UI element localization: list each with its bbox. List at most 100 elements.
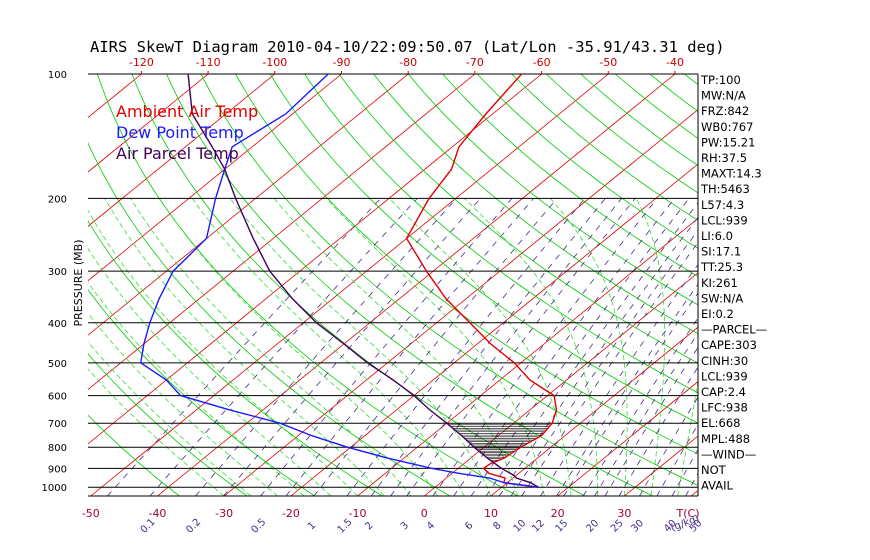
y-axis-label: PRESSURE (MB) — [72, 240, 85, 327]
moist-adiabat-line — [88, 312, 278, 496]
index-value: MW:N/A — [701, 89, 746, 103]
mixing-ratio-line — [737, 198, 870, 496]
top-temp-tick-label: -70 — [466, 56, 484, 69]
dry-adiabat-line — [580, 74, 698, 166]
mixing-ratio-line — [498, 216, 698, 496]
bottom-temp-tick-label: 20 — [551, 507, 565, 520]
pressure-tick-label: 300 — [48, 267, 67, 278]
isotherm-line — [88, 74, 276, 227]
profile-series — [139, 74, 558, 488]
index-value: TT:25.3 — [700, 260, 743, 274]
mixing-ratio-tick-label: 0.2 — [184, 517, 203, 536]
index-value: LI:6.0 — [701, 229, 733, 243]
moist-adiabat-line — [88, 248, 332, 496]
legend: Ambient Air Temp Dew Point Temp Air Parc… — [116, 102, 258, 163]
index-value: TH:5463 — [700, 182, 750, 196]
dry-adiabat-line — [88, 289, 315, 496]
dry-adiabat-line — [88, 414, 180, 496]
moist-adiabat-line — [636, 198, 666, 496]
top-temp-tick-label: -40 — [666, 56, 684, 69]
mixing-ratio-tick-label: 6 — [463, 520, 475, 532]
top-temp-tick-label: -60 — [533, 56, 551, 69]
top-temp-tick-label: -50 — [599, 56, 617, 69]
index-value: AVAIL — [701, 479, 734, 493]
index-value: LFC:938 — [701, 401, 748, 415]
index-value: PW:15.21 — [701, 135, 755, 149]
isotherm-line — [88, 74, 342, 282]
isobar-lines — [88, 73, 698, 488]
bottom-temp-tick-label: -50 — [82, 507, 100, 520]
index-value: LCL:939 — [701, 369, 748, 383]
isotherm-line — [290, 163, 698, 496]
index-value: KI:261 — [701, 276, 738, 290]
pressure-tick-label: 500 — [48, 359, 67, 370]
dry-adiabat-line — [304, 74, 698, 394]
series-line-dew-point-temp — [139, 74, 539, 488]
pressure-tick-label: 200 — [48, 194, 67, 205]
top-temp-tick-label: -120 — [129, 56, 154, 69]
mixing-ratio-tick-label: 30 — [629, 518, 646, 535]
chart-title: AIRS SkewT Diagram 2010-04-10/22:09:50.0… — [90, 38, 725, 56]
bottom-temp-tick-label: 0 — [421, 507, 428, 520]
dry-adiabat-line — [166, 74, 653, 496]
mixing-ratio-tick-label: 12 — [530, 518, 547, 535]
mixing-ratio-tick-label: 0.5 — [249, 517, 268, 536]
dry-adiabat-line — [269, 74, 698, 424]
index-value: L57:4.3 — [701, 198, 744, 212]
index-value: —WIND— — [701, 447, 756, 461]
legend-ambient-air-temp: Ambient Air Temp — [116, 102, 258, 121]
dry-adiabat-line — [88, 142, 451, 496]
mixing-ratio-tick-label: 2 — [363, 520, 375, 532]
moist-adiabat-line — [88, 341, 252, 496]
mixing-ratio-line — [313, 198, 558, 496]
moist-adiabat-line — [88, 209, 358, 496]
isotherm-line — [490, 326, 698, 496]
dry-adiabat-line — [442, 74, 698, 277]
pressure-tick-label: 400 — [48, 319, 67, 330]
dry-adiabat-line — [235, 74, 698, 455]
dry-adiabat-line — [407, 74, 698, 306]
moist-adiabat-line — [104, 198, 385, 496]
mixing-ratio-tick-label: 3 — [399, 520, 411, 532]
moist-adiabat-line — [88, 281, 305, 496]
index-value: WB0:767 — [701, 120, 753, 134]
mixing-ratio-line — [390, 198, 623, 496]
pressure-tick-label: 800 — [48, 443, 67, 454]
isotherm-line — [157, 74, 676, 496]
background-grid — [0, 74, 870, 496]
moist-adiabat-line — [130, 198, 412, 496]
x-axis-label: T(C) — [676, 507, 700, 520]
series-line-air-parcel-temp — [187, 74, 539, 488]
dry-adiabat-line — [476, 74, 698, 249]
index-value: SI:17.1 — [701, 245, 741, 259]
moist-adiabat-line — [229, 198, 492, 496]
mixing-ratio-tick-label: 1 — [306, 520, 318, 532]
index-value: MAXT:14.3 — [701, 167, 762, 181]
isotherm-line — [0, 74, 75, 496]
moist-adiabat-line — [159, 198, 438, 496]
pressure-tick-label: 900 — [48, 464, 67, 475]
top-temp-tick-label: -90 — [333, 56, 351, 69]
isotherm-line — [88, 74, 209, 173]
dry-adiabat-line — [753, 74, 870, 496]
dry-adiabat-line — [546, 74, 698, 194]
mixing-ratio-line — [107, 198, 381, 496]
moist-adiabat-line — [88, 368, 225, 496]
pressure-tick-label: 100 — [48, 70, 67, 81]
bottom-temp-tick-label: -10 — [349, 507, 367, 520]
mixing-ratio-line — [260, 198, 513, 496]
mixing-ratio-tick-label: 20 — [584, 518, 601, 535]
pressure-tick-label: 600 — [48, 392, 67, 403]
mixing-ratio-line — [432, 198, 658, 496]
mixing-ratio-line — [671, 448, 698, 496]
index-value: EL:668 — [701, 416, 741, 430]
legend-dew-point-temp: Dew Point Temp — [116, 123, 244, 142]
mixing-ratio-line — [406, 198, 636, 496]
moist-adiabat-line — [326, 198, 545, 496]
moist-adiabat-line — [677, 379, 698, 496]
dry-adiabat-line — [131, 74, 586, 496]
dry-adiabat-line — [511, 74, 698, 221]
